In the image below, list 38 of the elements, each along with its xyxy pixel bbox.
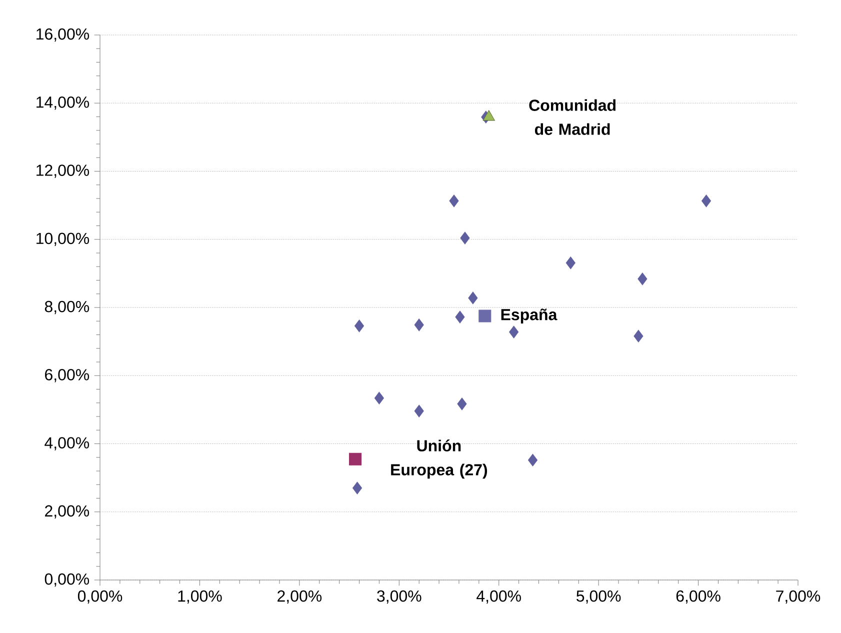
point	[414, 404, 424, 418]
x-tick-label: 0,00%	[78, 590, 122, 604]
point	[352, 482, 362, 494]
point	[478, 310, 492, 322]
point	[455, 310, 465, 324]
point	[374, 392, 384, 404]
point	[460, 232, 470, 244]
x-tick-label: 5,00%	[576, 590, 621, 604]
point	[509, 326, 519, 338]
point	[414, 318, 424, 332]
y-tick-label: 2,00%	[45, 505, 90, 518]
y-tick-label: 4,00%	[44, 437, 90, 450]
x-tick-label: 4,00%	[476, 590, 521, 604]
y-tick-label: 14,00%	[36, 96, 90, 110]
point	[457, 398, 467, 410]
y-tick-label: 6,00%	[45, 369, 90, 382]
series-label: España	[501, 308, 558, 324]
y-tick-label: 8,00%	[44, 300, 90, 314]
point	[566, 256, 576, 270]
point	[528, 454, 538, 466]
point	[449, 194, 459, 208]
point	[634, 330, 644, 342]
y-tick-label: 16,00%	[36, 28, 90, 42]
series-label: Unión Europea (27)	[391, 440, 488, 479]
point	[638, 272, 648, 286]
point	[701, 194, 712, 208]
x-tick-label: 7,00%	[776, 590, 820, 604]
y-tick-label: 0,00%	[44, 573, 90, 587]
text: Comunidad de Madrid	[529, 99, 616, 135]
y-tick-label: 12,00%	[36, 164, 90, 178]
point	[349, 452, 362, 466]
x-tick-label: 6,00%	[676, 590, 720, 604]
point	[354, 320, 364, 332]
y-tick-label: 10,00%	[36, 232, 90, 246]
point	[468, 292, 478, 304]
x-tick-label: 1,00%	[178, 590, 222, 604]
x-tick-label: 3,00%	[377, 590, 422, 604]
x-tick-label: 2,00%	[278, 590, 322, 604]
